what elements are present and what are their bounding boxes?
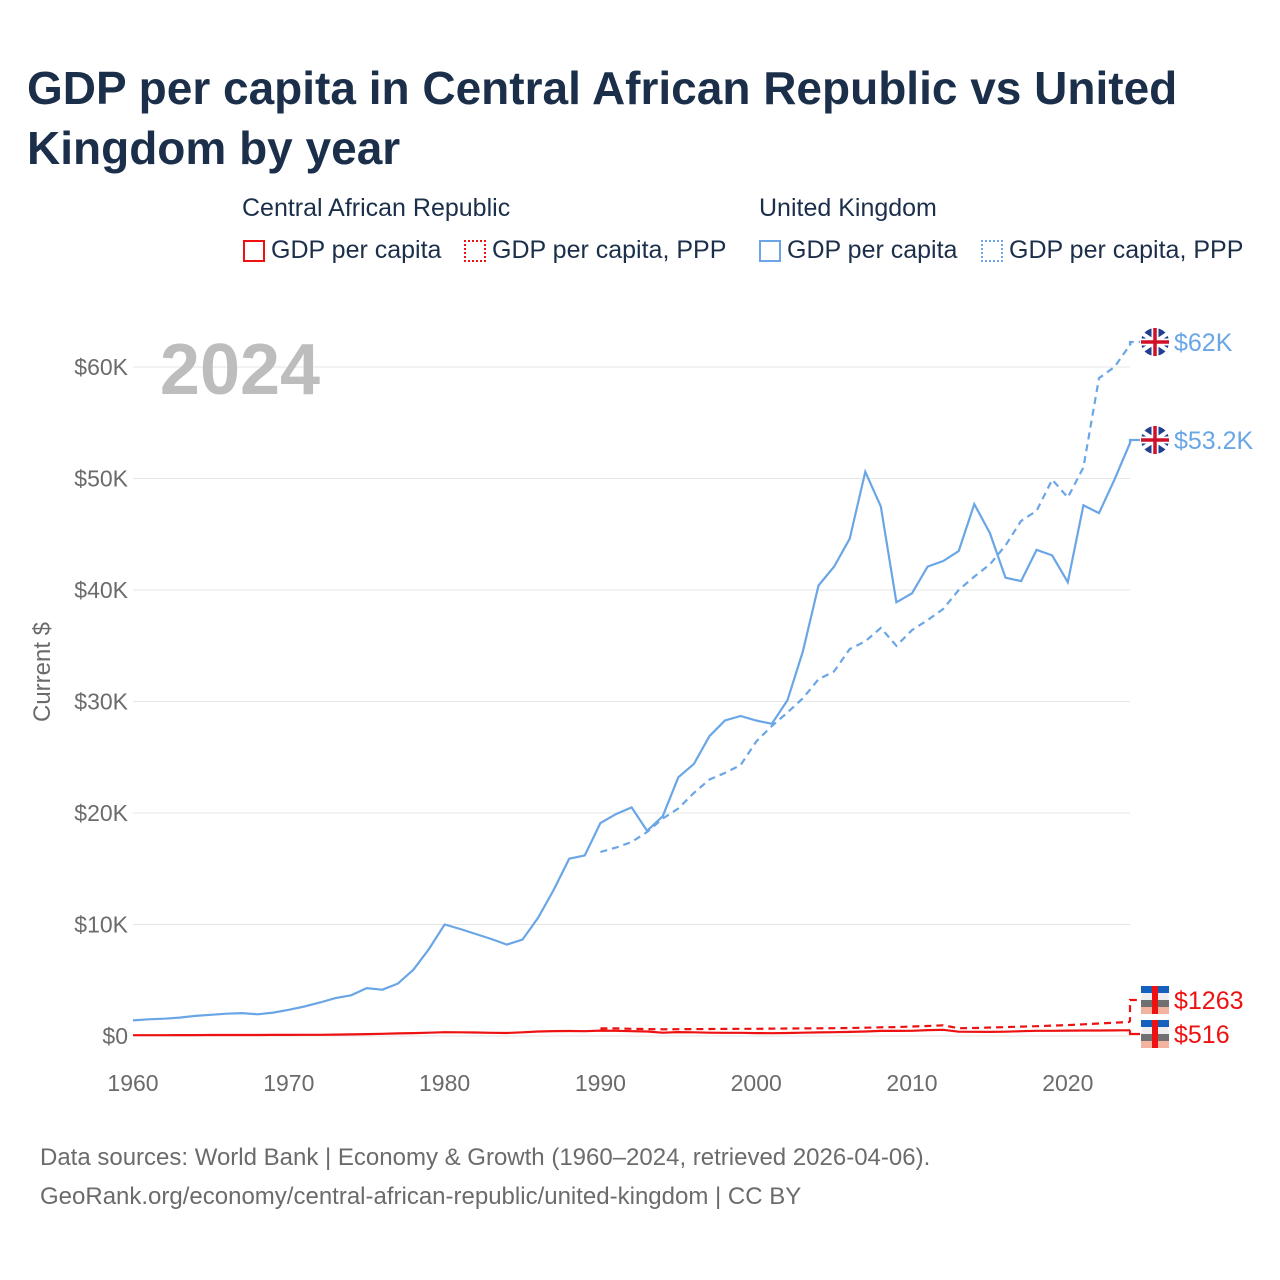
y-tick-label: $10K bbox=[74, 912, 128, 938]
end-value-label: $53.2K bbox=[1174, 427, 1254, 455]
series-line bbox=[132, 438, 1140, 1022]
y-tick-label: $40K bbox=[74, 577, 128, 603]
end-value-label: $62K bbox=[1174, 329, 1233, 357]
legend-swatch bbox=[464, 239, 486, 262]
x-tick-label: 2020 bbox=[1042, 1070, 1093, 1096]
y-tick-label: $60K bbox=[74, 354, 128, 380]
x-tick-label: 2000 bbox=[731, 1070, 782, 1096]
end-value-label: $516 bbox=[1174, 1021, 1230, 1049]
x-tick-label: 1960 bbox=[107, 1070, 158, 1096]
legend-swatch bbox=[981, 239, 1003, 262]
y-tick-label: $20K bbox=[74, 800, 128, 826]
legend-swatch bbox=[759, 239, 781, 262]
legend-label: GDP per capita, PPP bbox=[1009, 236, 1244, 264]
series-line bbox=[600, 998, 1140, 1031]
y-tick-label: $0 bbox=[102, 1023, 128, 1049]
x-tick-label: 2010 bbox=[886, 1070, 937, 1096]
legend-group-uk: United Kingdom bbox=[759, 194, 937, 222]
year-overlay: 2024 bbox=[160, 330, 320, 410]
uk-flag-icon bbox=[1141, 328, 1169, 356]
legend-car-gdp[interactable]: GDP per capita bbox=[243, 236, 441, 265]
y-tick-label: $50K bbox=[74, 466, 128, 492]
legend-swatch bbox=[243, 239, 265, 262]
x-tick-label: 1970 bbox=[263, 1070, 314, 1096]
legend-label: GDP per capita bbox=[787, 236, 958, 264]
series-line bbox=[133, 1028, 1140, 1037]
y-tick-label: $30K bbox=[74, 689, 128, 715]
end-value-label: $1263 bbox=[1174, 987, 1244, 1015]
car-flag-icon bbox=[1141, 986, 1169, 1014]
footer-sources: Data sources: World Bank | Economy & Gro… bbox=[40, 1144, 931, 1171]
car-flag-icon bbox=[1141, 1020, 1169, 1048]
x-tick-label: 1980 bbox=[419, 1070, 470, 1096]
legend-group-car: Central African Republic bbox=[242, 194, 511, 222]
legend-label: GDP per capita, PPP bbox=[492, 236, 727, 264]
legend-label: GDP per capita bbox=[271, 236, 442, 264]
footer-link[interactable]: GeoRank.org/economy/central-african-repu… bbox=[40, 1183, 802, 1210]
footer: Data sources: World Bank | Economy & Gro… bbox=[40, 1138, 930, 1216]
legend-uk-gdp[interactable]: GDP per capita bbox=[759, 236, 957, 265]
legend-uk-ppp[interactable]: GDP per capita, PPP bbox=[981, 236, 1243, 265]
y-axis-label: Current $ bbox=[29, 622, 56, 722]
uk-flag-icon bbox=[1141, 426, 1169, 454]
legend-car-ppp[interactable]: GDP per capita, PPP bbox=[464, 236, 726, 265]
series-line bbox=[600, 340, 1140, 854]
x-tick-label: 1990 bbox=[575, 1070, 626, 1096]
chart-title: GDP per capita in Central African Republ… bbox=[27, 62, 1178, 174]
